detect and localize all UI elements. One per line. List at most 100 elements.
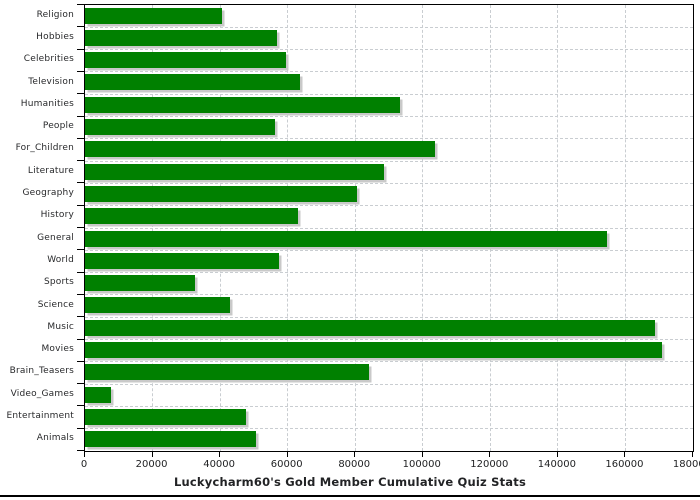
gridline-horizontal (85, 116, 693, 117)
category-label-movies: Movies (41, 344, 74, 355)
gridline-horizontal (85, 71, 693, 73)
x-axis-tick-label: 140000 (537, 459, 576, 470)
category-label-religion: Religion (36, 9, 74, 20)
bar-history (85, 208, 298, 225)
x-tick (489, 452, 491, 457)
category-label-for-children: For_Children (15, 143, 74, 154)
gridline-horizontal (85, 272, 693, 274)
gridline-horizontal (85, 160, 693, 162)
y-tick (77, 93, 84, 95)
gridline-horizontal (85, 227, 693, 229)
x-tick (421, 452, 423, 457)
category-label-television: Television (28, 76, 74, 87)
category-label-literature: Literature (27, 165, 74, 176)
gridline-horizontal (85, 93, 693, 95)
bar-general (85, 230, 607, 247)
y-axis-labels: Religion Hobbies Celebrities Television Huma… (0, 4, 84, 452)
gridline-horizontal (85, 383, 693, 385)
category-label-hobbies: Hobbies (36, 31, 74, 42)
x-tick (624, 452, 626, 457)
category-label-history: History (40, 210, 74, 221)
x-axis-tick-label: 20000 (135, 459, 168, 470)
bar-science (85, 297, 231, 314)
y-tick (77, 383, 84, 385)
x-axis-tick-label: 60000 (270, 459, 303, 470)
bar-geography (85, 185, 357, 202)
y-tick (77, 405, 84, 407)
x-tick (219, 452, 221, 457)
chart-title: Luckycharm60's Gold Member Cumulative Qu… (173, 475, 527, 489)
x-axis-tick-labels: 0 20000 40000 60000 80000 100000 120000 140000 1… (80, 459, 700, 473)
x-tick (151, 452, 153, 457)
y-tick (77, 160, 84, 162)
y-tick (77, 137, 84, 139)
gridline-horizontal (85, 205, 693, 207)
category-label-animals: Animals (36, 433, 74, 444)
category-label-sports: Sports (43, 277, 74, 288)
bar-music (85, 319, 655, 336)
bar-religion (85, 7, 223, 24)
y-tick (77, 4, 84, 5)
gridline-horizontal (85, 138, 693, 140)
category-label-music: Music (47, 321, 74, 332)
plot-inner (85, 5, 693, 451)
y-tick (77, 70, 84, 72)
category-label-science: Science (37, 299, 74, 310)
x-axis-tick-label: 100000 (402, 459, 441, 470)
gridline-horizontal (85, 405, 693, 407)
y-tick (77, 48, 84, 50)
gridline-horizontal (85, 182, 693, 184)
gridline-horizontal (85, 49, 693, 51)
gridline-horizontal (85, 339, 693, 340)
x-tick (354, 452, 356, 457)
y-tick (77, 316, 84, 318)
x-axis-tick-label: 120000 (470, 459, 509, 470)
y-tick (77, 182, 84, 184)
bar-humanities (85, 96, 401, 113)
category-label-entertainment: Entertainment (6, 411, 74, 422)
x-axis-tick-label: 40000 (203, 459, 236, 470)
bar-movies (85, 342, 662, 358)
bar-sports (85, 275, 195, 292)
bar-celebrities (85, 52, 287, 69)
category-label-brain-teasers: Brain_Teasers (9, 366, 74, 377)
bar-video-games (85, 386, 111, 403)
y-tick (77, 249, 84, 251)
gridline-horizontal (85, 316, 693, 318)
x-tick (84, 452, 85, 457)
bar-animals (85, 431, 256, 448)
y-tick (77, 271, 84, 273)
gridline-horizontal (85, 428, 693, 430)
gridline-horizontal (85, 26, 693, 28)
gridline-horizontal (85, 294, 693, 296)
y-tick (77, 26, 84, 28)
bar-literature (85, 163, 384, 180)
y-tick (77, 115, 84, 117)
bar-for-children (85, 141, 436, 158)
category-label-world: World (47, 254, 74, 265)
y-tick (77, 450, 84, 451)
category-label-people: People (42, 121, 74, 132)
x-axis-tick-label: 160000 (605, 459, 644, 470)
y-tick (77, 204, 84, 206)
bar-people (85, 119, 276, 135)
x-tick (556, 452, 558, 457)
x-axis-tick-label: 80000 (338, 459, 371, 470)
x-axis-tick-label: 0 (80, 459, 88, 470)
x-tick (692, 452, 693, 457)
category-label-celebrities: Celebrities (23, 54, 74, 65)
category-label-video-games: Video_Games (10, 388, 74, 399)
x-axis-ticks (84, 452, 695, 458)
x-axis-tick-label: 180000 (672, 459, 700, 470)
window-bottom-edge (0, 495, 700, 497)
y-tick (77, 338, 84, 340)
bar-television (85, 74, 301, 91)
bar-hobbies (85, 29, 277, 46)
y-tick (77, 360, 84, 362)
y-tick (77, 227, 84, 228)
y-tick (77, 293, 84, 295)
category-label-humanities: Humanities (20, 98, 74, 109)
plot-area (84, 4, 694, 452)
y-tick (77, 427, 84, 429)
